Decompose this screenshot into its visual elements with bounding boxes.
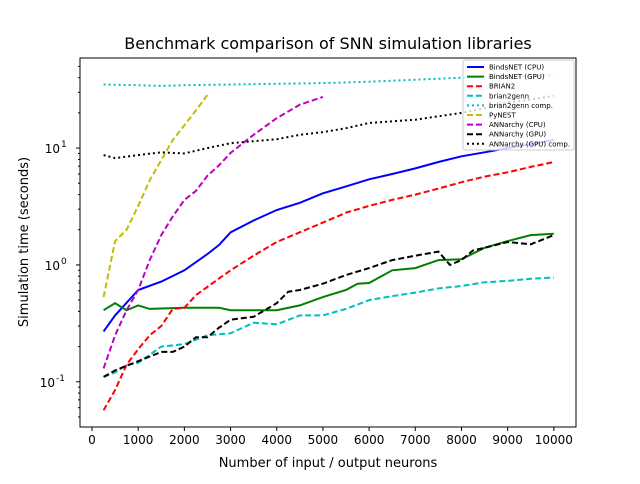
series-line-2: [102, 161, 555, 411]
legend-label: PyNEST: [489, 112, 516, 120]
legend: BindsNET (CPU)BindsNET (GPU)BRIAN2brian2…: [462, 59, 575, 151]
legend-label: BRIAN2: [489, 83, 515, 91]
y-tick-exponent: 0: [61, 257, 67, 267]
series-line-3: [103, 276, 554, 378]
x-tick-label: 1000: [123, 433, 154, 447]
legend-label: BindsNET (GPU): [489, 73, 545, 81]
chart-title: Benchmark comparison of SNN simulation l…: [124, 34, 532, 53]
x-tick-label: 3000: [215, 433, 246, 447]
series-line-8: [103, 94, 554, 160]
plot-area: [102, 74, 555, 411]
y-axis-label: Simulation time (seconds): [17, 157, 32, 327]
y-tick-exponent: -1: [56, 374, 65, 384]
x-tick-label: 9000: [492, 433, 523, 447]
x-tick-label: 8000: [446, 433, 477, 447]
legend-label: BindsNET (CPU): [489, 64, 544, 72]
series-line-7: [103, 234, 555, 378]
legend-label: brian2genn comp.: [489, 102, 553, 110]
legend-label: ANNarchy (GPU) comp.: [489, 140, 570, 148]
series-line-1: [103, 232, 554, 312]
legend-label: ANNarchy (CPU): [489, 121, 546, 129]
series-line-5: [102, 94, 209, 298]
axes-frame: [79, 57, 577, 428]
legend-label: brian2genn: [489, 92, 529, 100]
x-tick-label: 6000: [354, 433, 385, 447]
y-tick-label: 10: [45, 142, 60, 156]
x-axis-label: Number of input / output neurons: [219, 456, 438, 471]
x-tick-label: 0: [88, 433, 96, 447]
axis-ticks: 0 1000 2000 3000 4000 5000 6000 7000 8000 9000 100…: [40, 57, 577, 447]
series-line-6: [102, 95, 324, 369]
x-tick-label: 2000: [169, 433, 200, 447]
legend-box: [462, 59, 575, 151]
series-line-0: [102, 139, 554, 332]
y-tick-label: 10: [40, 376, 55, 390]
x-tick-label: 7000: [400, 433, 431, 447]
y-tick-label: 10: [45, 259, 60, 273]
y-tick-exponent: 1: [61, 140, 67, 150]
x-tick-label: 10000: [535, 433, 573, 447]
legend-label: ANNarchy (GPU): [489, 131, 546, 139]
x-tick-label: 5000: [308, 433, 339, 447]
x-tick-label: 4000: [261, 433, 292, 447]
